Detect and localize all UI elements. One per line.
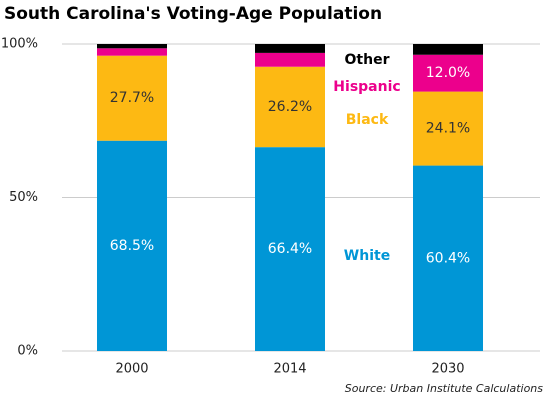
bar-segment <box>255 52 325 67</box>
value-label: 24.1% <box>426 121 470 137</box>
bar-segment <box>413 44 483 55</box>
x-tick-label: 2030 <box>431 362 464 377</box>
bar-segment <box>255 147 325 351</box>
bar-segment <box>255 44 325 53</box>
legend-label: Black <box>346 112 389 128</box>
legend-label: Hispanic <box>333 79 400 95</box>
bar-segment <box>97 55 167 141</box>
bar-segment <box>413 54 483 92</box>
y-tick-label: 50% <box>9 190 38 205</box>
y-tick-label: 0% <box>17 344 38 359</box>
value-label: 26.2% <box>268 99 312 115</box>
x-tick-label: 2014 <box>273 362 306 377</box>
bar-segment <box>97 140 167 351</box>
value-label: 27.7% <box>110 90 154 106</box>
bar-segment <box>413 165 483 351</box>
value-label: 68.5% <box>110 238 154 254</box>
value-label: 12.0% <box>426 65 470 81</box>
source-note: Source: Urban Institute Calculations <box>345 382 544 395</box>
bar-segment <box>255 66 325 148</box>
y-tick-label: 100% <box>1 37 38 52</box>
value-label: 66.4% <box>268 241 312 257</box>
bar-segment <box>413 91 483 166</box>
chart-title: South Carolina's Voting-Age Population <box>4 4 382 24</box>
legend-label: White <box>344 248 390 264</box>
legend-label: Other <box>345 52 390 68</box>
bar-segment <box>97 48 167 56</box>
value-label: 60.4% <box>426 250 470 266</box>
x-tick-label: 2000 <box>115 362 148 377</box>
bar-segment <box>97 44 167 49</box>
